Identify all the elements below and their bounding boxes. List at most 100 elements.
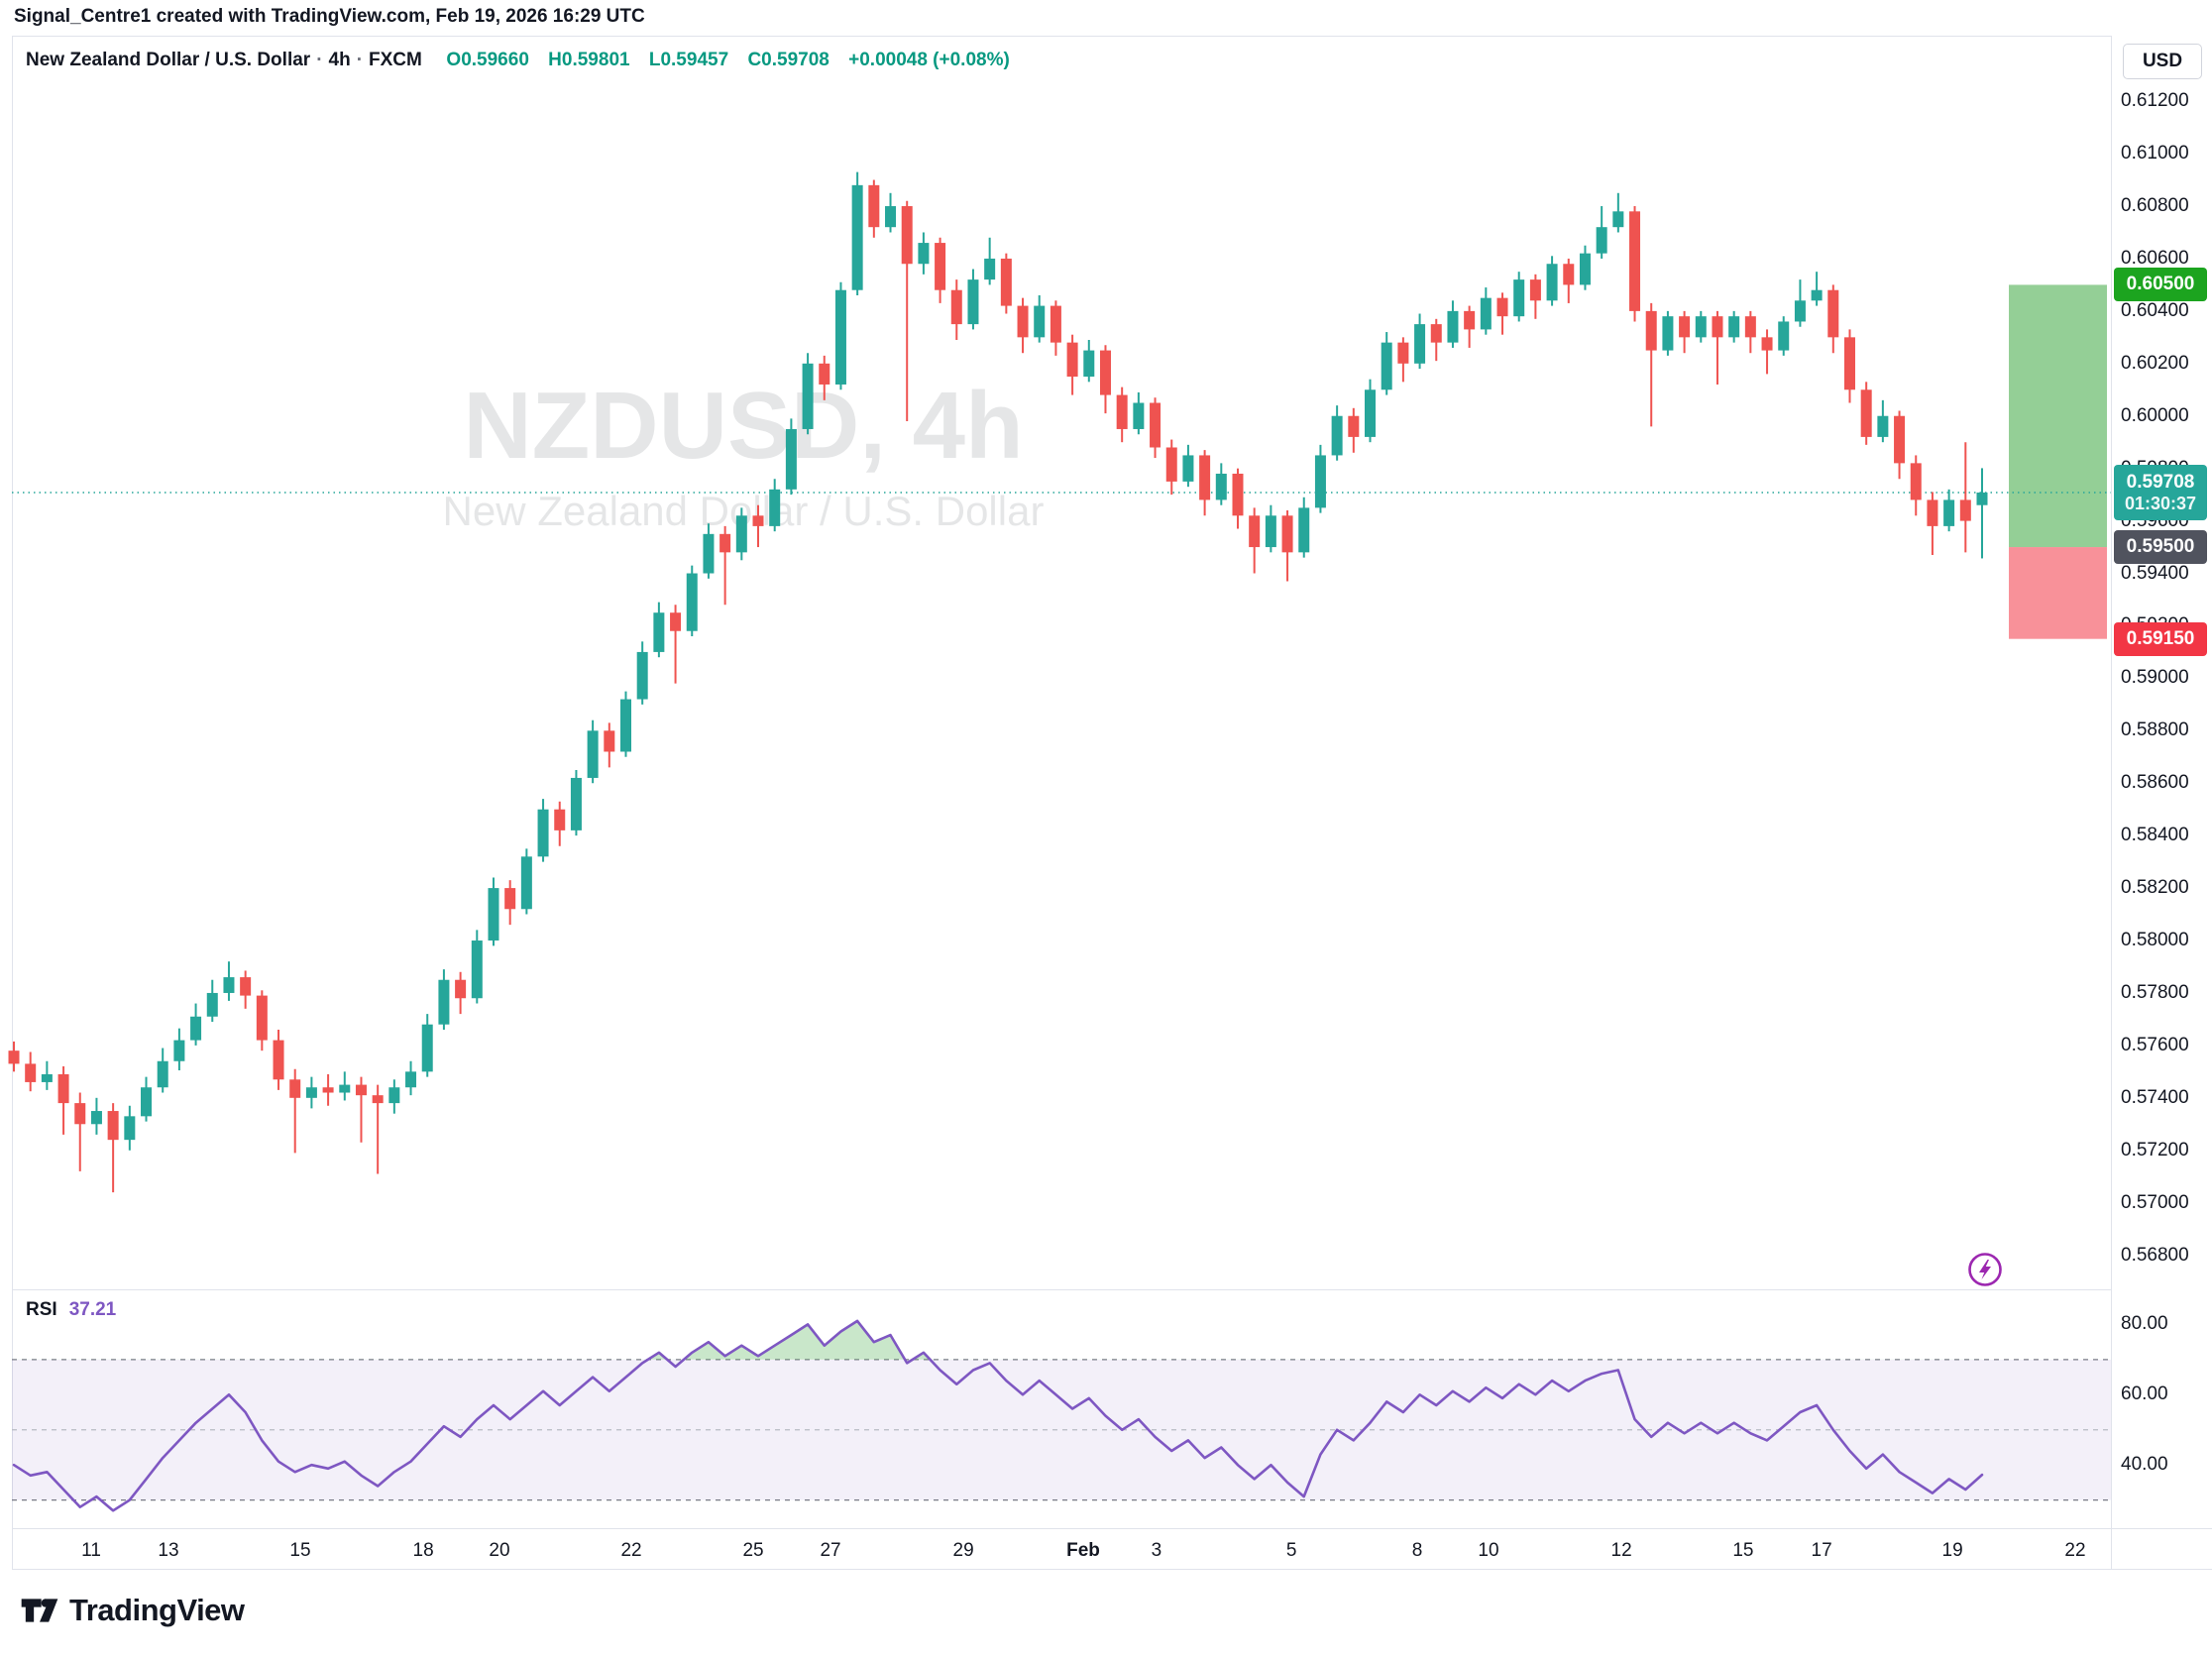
current-price-label[interactable]: 0.59708 01:30:37 [2114,465,2207,520]
stop-price-label[interactable]: 0.59150 [2114,621,2207,656]
time-axis-label: 29 [952,1540,974,1561]
candle-body [1877,415,1889,437]
candle-body [984,258,996,280]
candle-body [438,979,450,1025]
candle-body [653,612,665,652]
tradingview-logo[interactable]: TradingView [20,1592,245,1629]
legend-separator: · [316,50,323,70]
interval-label[interactable]: 4h [328,50,351,70]
rsi-legend[interactable]: RSI 37.21 [26,1299,116,1321]
candle-body [1662,316,1674,351]
candle-body [141,1087,153,1117]
target-price-label[interactable]: 0.60500 [2114,268,2207,302]
candle-body [107,1111,119,1141]
price-tick-label: 0.60200 [2121,352,2189,374]
price-tick-label: 0.58000 [2121,930,2189,951]
candle-body [41,1073,53,1082]
time-axis-label: 11 [81,1540,101,1561]
rsi-name[interactable]: RSI [26,1299,57,1320]
candle-body [190,1016,202,1041]
candle-body [471,940,483,999]
candle-body [619,699,631,752]
time-axis-label: 25 [742,1540,764,1561]
rsi-tick-label: 60.00 [2121,1383,2168,1405]
candle-body [1281,515,1293,553]
candle-body [1579,253,1591,285]
time-axis-label: Feb [1066,1540,1100,1561]
candle-body [1496,297,1508,317]
candle-body [901,206,913,265]
candle-body [372,1095,384,1104]
candle-body [885,206,897,228]
candle-body [206,992,218,1017]
candle-body [703,533,715,574]
price-tick-label: 0.57600 [2121,1034,2189,1055]
candle-body [1298,507,1310,553]
candle-body [1794,300,1806,322]
candle-body [1314,455,1326,508]
currency-toggle-button[interactable]: USD [2123,44,2202,79]
rsi-tick-label: 40.00 [2121,1454,2168,1476]
candle-body [1215,473,1227,500]
candle-body [1199,455,1211,500]
time-axis-label: 22 [620,1540,642,1561]
candle-body [1150,402,1161,448]
candle-body [1695,316,1707,338]
candle-body [504,888,516,910]
time-axis-separator [12,1528,2212,1529]
candle-body [1976,493,1988,505]
candle-body [967,279,979,325]
main-price-pane[interactable] [8,36,2111,1289]
reward-zone[interactable] [2009,284,2107,548]
candle-body [1430,324,1442,343]
rsi-indicator-pane[interactable] [12,1289,2111,1528]
candle-body [1529,279,1541,301]
entry-price-label[interactable]: 0.59500 [2114,530,2207,565]
candle-body [1712,316,1723,338]
candle-body [1017,305,1029,338]
candle-body [604,730,615,752]
candle-body [1612,211,1624,228]
candle-body [1778,321,1790,351]
symbol-legend[interactable]: New Zealand Dollar / U.S. Dollar · 4h · FXCM… [26,50,1010,71]
candle-body [339,1084,351,1093]
target-price-text: 0.60500 [2126,274,2195,295]
lightning-icon [1968,1253,2002,1286]
price-tick-label: 0.60400 [2121,299,2189,321]
candle-body [1744,316,1756,338]
time-axis-label: 17 [1811,1540,1832,1561]
candle-body [1265,515,1276,548]
candle-body [520,856,532,910]
price-tick-label: 0.57200 [2121,1139,2189,1161]
current-price-text: 0.59708 [2126,471,2195,493]
candle-body [421,1024,433,1072]
pane-separator[interactable] [12,1289,2212,1290]
candle-body [1348,415,1360,437]
candle-body [554,809,566,830]
risk-zone[interactable] [2009,547,2107,639]
stop-price-text: 0.59150 [2126,627,2195,649]
time-axis-label: 19 [1941,1540,1963,1561]
price-tick-label: 0.57800 [2121,981,2189,1003]
candle-body [918,243,930,265]
candle-body [1447,310,1459,343]
candle-body [686,573,698,631]
candle-body [1679,316,1691,338]
rsi-line [12,1319,1984,1512]
candle-body [769,489,781,526]
candle-body [1860,389,1872,437]
exchange-label[interactable]: FXCM [369,50,422,70]
price-axis-separator [2111,36,2112,1569]
candle-body [1414,324,1426,364]
candle-body [173,1040,185,1061]
price-tick-label: 0.59400 [2121,562,2189,584]
price-tick-label: 0.59000 [2121,667,2189,689]
widget-border-top [12,36,2212,37]
candle-body [223,977,235,993]
candle-body [405,1071,417,1088]
instant-trading-button[interactable] [1967,1252,2003,1287]
price-tick-label: 0.60600 [2121,247,2189,269]
attribution-text: Signal_Centre1 created with TradingView.… [14,6,645,27]
symbol-title[interactable]: New Zealand Dollar / U.S. Dollar [26,50,311,70]
legend-separator: · [356,50,364,70]
